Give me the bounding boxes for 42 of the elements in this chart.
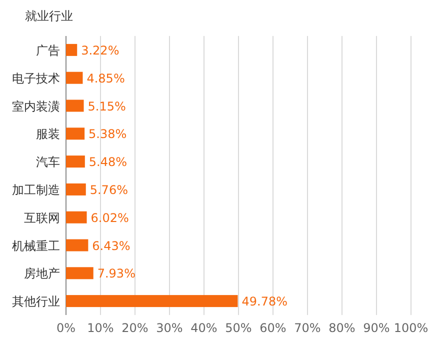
y-tick-label: 电子技术 — [12, 71, 60, 86]
bar — [66, 72, 83, 84]
x-tick-label: 60% — [260, 321, 286, 335]
x-tick-label: 100% — [394, 321, 428, 335]
data-label: 7.93% — [97, 266, 136, 281]
y-tick-label: 室内装潢 — [12, 99, 60, 114]
bar — [66, 128, 85, 140]
bar — [66, 267, 94, 280]
y-tick-label: 机械重工 — [12, 238, 60, 253]
data-label: 4.85% — [86, 71, 125, 86]
y-tick-label: 其他行业 — [12, 294, 60, 309]
data-label: 3.22% — [81, 43, 120, 58]
data-label: 5.76% — [90, 182, 128, 197]
y-tick-label: 互联网 — [24, 210, 60, 225]
data-label: 5.15% — [88, 99, 126, 114]
x-tick-label: 10% — [87, 321, 114, 335]
y-tick-label: 服装 — [36, 127, 60, 142]
x-tick-label: 20% — [122, 321, 148, 335]
x-tick-label: 40% — [190, 321, 218, 335]
y-tick-label: 房地产 — [24, 266, 60, 281]
x-tick-label: 50% — [225, 321, 252, 335]
x-tick-label: 0% — [56, 321, 76, 335]
data-label: 5.48% — [88, 155, 128, 170]
bar — [66, 100, 84, 112]
y-tick-label: 广告 — [36, 43, 60, 58]
data-label: 5.38% — [88, 127, 127, 142]
data-label: 6.02% — [90, 210, 129, 225]
x-tick-label: 90% — [363, 321, 390, 335]
bar — [66, 211, 87, 224]
chart-title: 就业行业 — [25, 9, 73, 23]
x-tick-label: 80% — [328, 321, 356, 335]
bar — [66, 239, 88, 252]
x-tick-label: 30% — [156, 321, 183, 335]
bar — [66, 156, 85, 168]
x-tick-label: 70% — [294, 321, 321, 335]
bar — [66, 44, 78, 56]
bar — [66, 183, 86, 196]
data-label: 6.43% — [92, 238, 130, 253]
data-label: 49.78% — [242, 294, 288, 309]
y-tick-label: 汽车 — [36, 155, 60, 170]
y-tick-label: 加工制造 — [12, 182, 60, 197]
bar — [66, 295, 238, 308]
